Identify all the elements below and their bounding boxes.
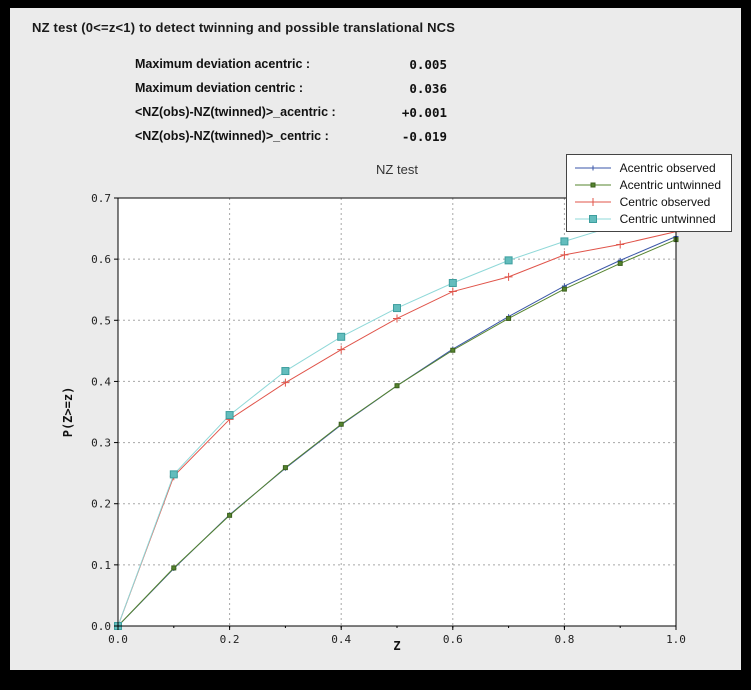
svg-text:1.0: 1.0 bbox=[666, 633, 686, 646]
legend-line-sample bbox=[574, 165, 611, 170]
svg-text:0.6: 0.6 bbox=[443, 633, 463, 646]
legend-entry: Acentric untwinned bbox=[573, 176, 721, 193]
legend-entry: Centric observed bbox=[573, 193, 721, 210]
page-title: NZ test (0<=z<1) to detect twinning and … bbox=[32, 20, 456, 35]
nz-test-chart: NZ test 0.0 0.2 0.4 0.6 0.8 1.0 0.0 0.1 0.2 0.3 0.… bbox=[58, 154, 732, 654]
stat-label-max-dev-centric: Maximum deviation centric : bbox=[135, 81, 304, 95]
svg-text:0.8: 0.8 bbox=[554, 633, 574, 646]
legend-label: Centric untwinned bbox=[619, 211, 716, 226]
stat-value-mean-dev-centric: -0.019 bbox=[401, 128, 447, 144]
svg-text:0.5: 0.5 bbox=[91, 314, 111, 327]
stat-label-mean-dev-acentric: <NZ(obs)-NZ(twinned)>_acentric : bbox=[135, 105, 336, 119]
legend-line-sample bbox=[574, 197, 611, 206]
svg-text:0.0: 0.0 bbox=[108, 633, 128, 646]
svg-text:0.3: 0.3 bbox=[91, 437, 111, 450]
stat-value-mean-dev-acentric: +0.001 bbox=[401, 104, 447, 120]
svg-text:0.2: 0.2 bbox=[91, 498, 111, 511]
stats-block: Maximum deviation acentric : 0.005 Maxim… bbox=[135, 52, 447, 148]
svg-text:0.6: 0.6 bbox=[91, 253, 111, 266]
legend-label: Acentric observed bbox=[619, 160, 716, 175]
legend-entry: Acentric observed bbox=[573, 159, 721, 176]
stat-value-max-dev-centric: 0.036 bbox=[409, 80, 447, 96]
legend-label: Acentric untwinned bbox=[619, 177, 721, 192]
svg-text:P(Z>=z): P(Z>=z) bbox=[61, 387, 75, 438]
legend-label: Centric observed bbox=[619, 194, 711, 209]
svg-text:0.0: 0.0 bbox=[91, 620, 111, 633]
svg-text:0.4: 0.4 bbox=[331, 633, 351, 646]
legend-entry: Centric untwinned bbox=[573, 210, 721, 227]
svg-text:0.2: 0.2 bbox=[220, 633, 240, 646]
svg-text:0.7: 0.7 bbox=[91, 192, 111, 205]
chart-legend: Acentric observed Acentric untwinned Centr… bbox=[565, 154, 732, 232]
stat-label-max-dev-acentric: Maximum deviation acentric : bbox=[135, 57, 311, 71]
svg-text:0.1: 0.1 bbox=[91, 559, 111, 572]
stat-value-max-dev-acentric: 0.005 bbox=[409, 56, 447, 72]
legend-line-sample bbox=[574, 182, 611, 187]
report-panel: NZ test (0<=z<1) to detect twinning and … bbox=[10, 8, 741, 670]
svg-text:Z: Z bbox=[393, 639, 400, 653]
svg-text:0.4: 0.4 bbox=[91, 375, 111, 388]
chart-title: NZ test bbox=[376, 162, 418, 177]
stat-label-mean-dev-centric: <NZ(obs)-NZ(twinned)>_centric : bbox=[135, 129, 329, 143]
legend-line-sample bbox=[574, 214, 611, 223]
nz-test-plot-canvas: 0.0 0.2 0.4 0.6 0.8 1.0 0.0 0.1 0.2 0.3 0.4 0.5 0.6 0… bbox=[61, 192, 686, 653]
